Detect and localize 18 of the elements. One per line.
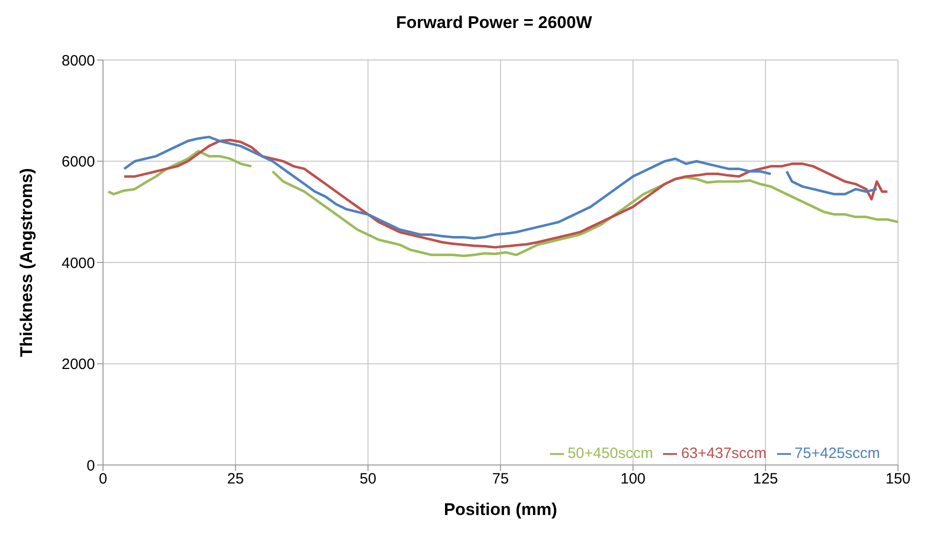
legend-label: 50+450sccm (568, 445, 654, 462)
y-tick-label: 0 (86, 457, 95, 474)
y-tick-label: 4000 (62, 254, 95, 272)
y-tick-label: 2000 (62, 356, 95, 374)
x-tick-label: 75 (492, 470, 509, 488)
x-tick-label: 50 (360, 470, 376, 488)
y-axis-title: Thickness (Angstroms) (17, 168, 36, 357)
legend-label: 75+425sccm (794, 445, 880, 462)
x-tick-label: 25 (227, 470, 244, 488)
x-tick-label: 100 (620, 470, 646, 488)
x-tick-label: 125 (752, 470, 778, 488)
y-tick-label: 6000 (62, 154, 95, 171)
chart-title: Forward Power = 2600W (394, 12, 594, 34)
x-tick-label: 0 (98, 470, 108, 488)
y-tick-label: 8000 (62, 52, 95, 70)
legend-label: 63+437sccm (681, 445, 767, 462)
x-axis-title: Position (mm) (444, 500, 558, 519)
x-tick-label: 150 (885, 470, 911, 488)
